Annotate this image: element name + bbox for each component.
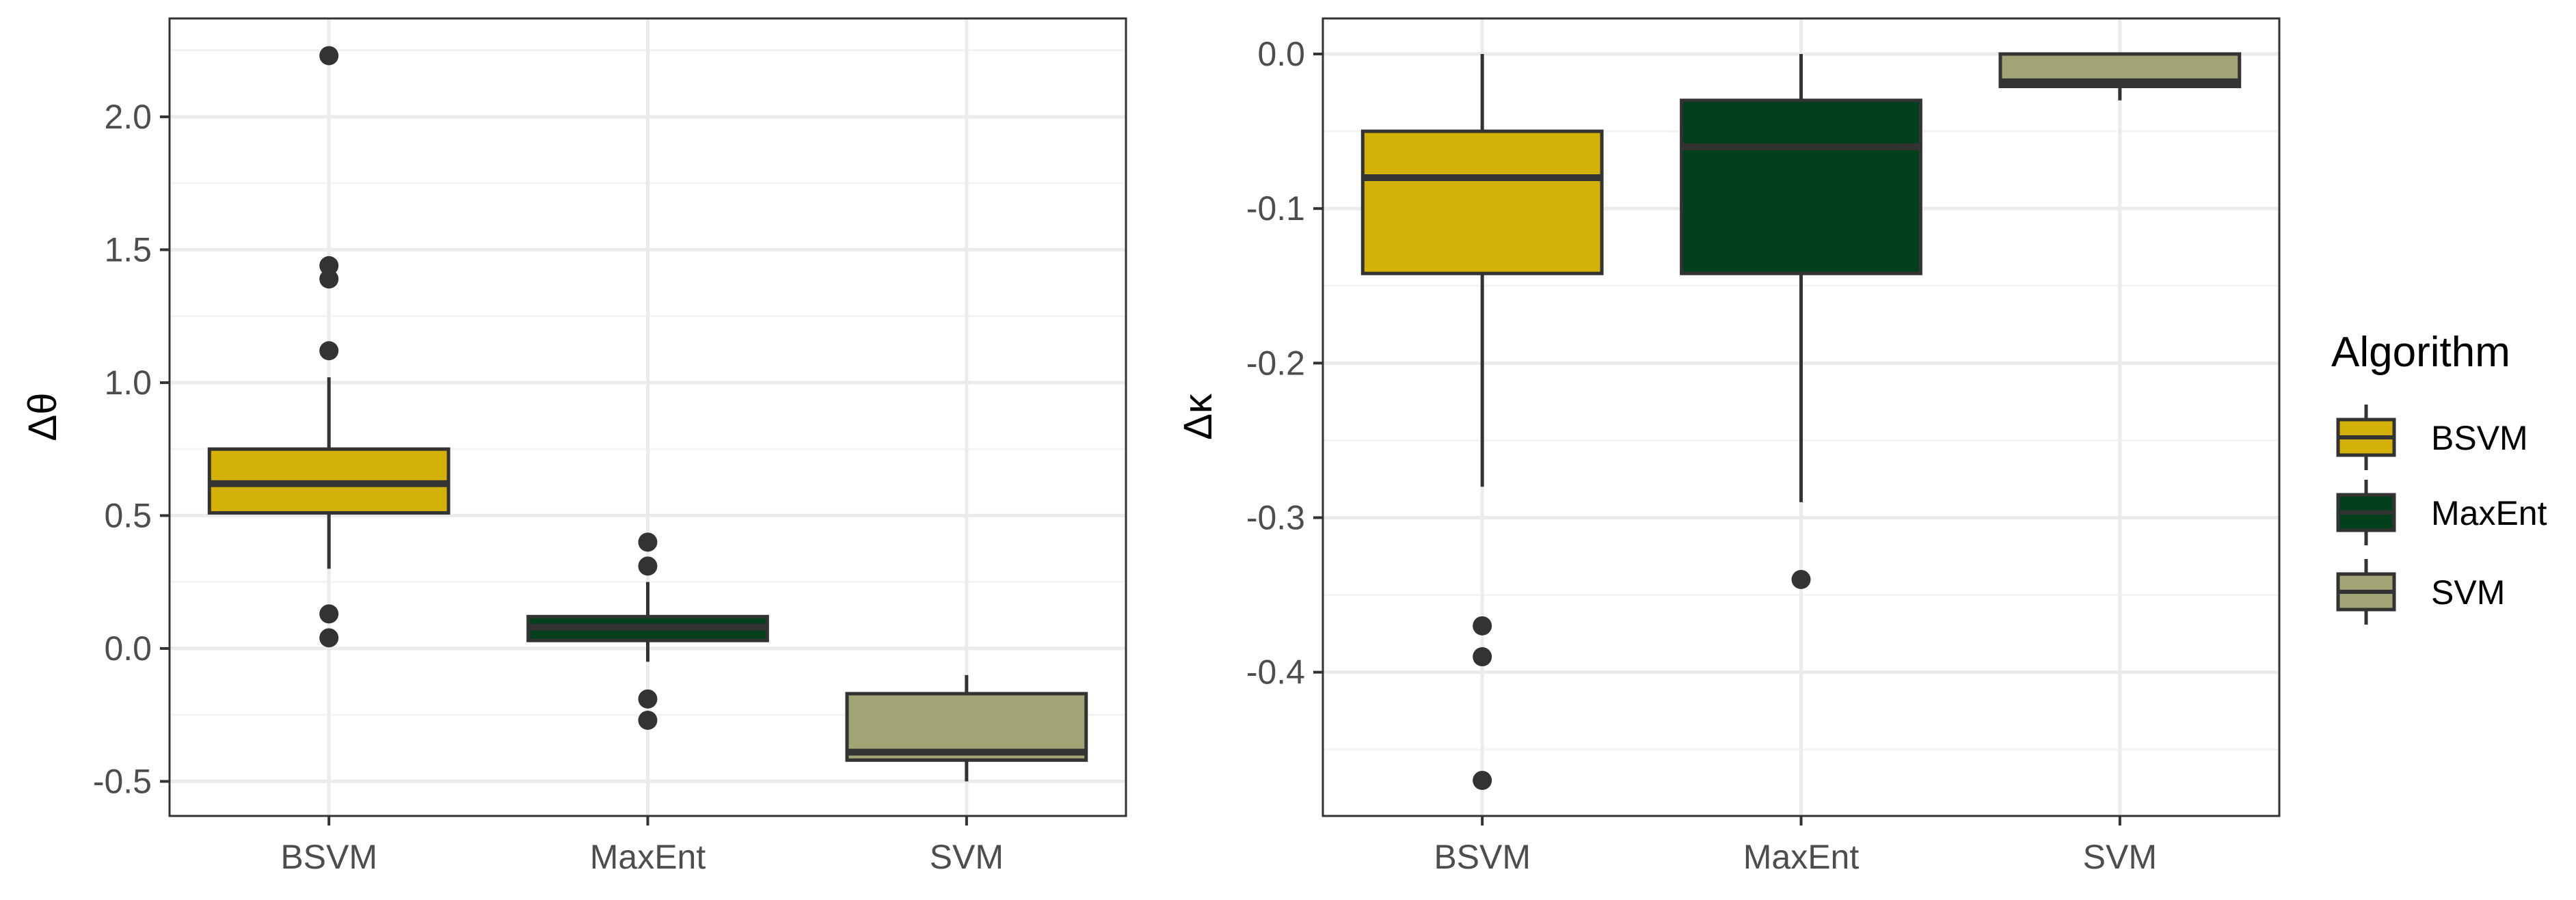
y-tick-label: -0.1 <box>1246 189 1305 228</box>
outlier-point-maxent <box>638 689 658 709</box>
outlier-point-bsvm <box>1473 647 1492 667</box>
outlier-point-bsvm <box>319 604 339 624</box>
box-group-svm <box>1998 52 2242 100</box>
box-group-bsvm <box>207 46 451 648</box>
y-tick-label: 1.0 <box>104 364 152 402</box>
box-group-svm <box>845 674 1088 782</box>
y-tick-label: 0.0 <box>1257 35 1305 73</box>
y-tick-label: -0.2 <box>1246 344 1305 382</box>
outlier-point-maxent <box>1791 569 1811 589</box>
outlier-point-bsvm <box>319 46 339 66</box>
legend: Algorithm BSVM MaxEnt SVM <box>2331 329 2547 625</box>
outlier-point-bsvm <box>319 256 339 275</box>
y-tick-label: 2.0 <box>104 98 152 136</box>
x-tick-label: SVM <box>930 838 1004 876</box>
outlier-point-bsvm <box>1473 770 1492 790</box>
outlier-point-maxent <box>638 710 658 730</box>
x-tick-label: SVM <box>2083 838 2157 876</box>
y-tick-label: -0.5 <box>93 762 152 800</box>
y-tick-label: 1.5 <box>104 230 152 269</box>
outlier-point-bsvm <box>319 269 339 289</box>
box-group-bsvm <box>1360 54 1604 790</box>
delta-kappa-boxplot-panel: Δκ -0.4 -0.3 -0.2 -0.1 0.0 BSVM MaxEnt SVM <box>1176 17 2281 876</box>
legend-label-svm: SVM <box>2431 573 2505 612</box>
x-tick-label: BSVM <box>280 838 377 876</box>
delta-theta-boxplot-panel: Δθ -0.5 0.0 0.5 1.0 1.5 2.0 BSVM MaxEnt SVM <box>21 17 1127 876</box>
legend-label-bsvm: BSVM <box>2431 419 2528 457</box>
y-tick-label: 0.5 <box>104 496 152 534</box>
outlier-point-maxent <box>638 556 658 576</box>
legend-item-maxent: MaxEnt <box>2336 480 2547 545</box>
outlier-point-bsvm <box>319 628 339 648</box>
y-axis-title-delta-kappa: Δκ <box>1176 393 1220 440</box>
box-group-maxent <box>526 532 769 730</box>
outlier-point-maxent <box>638 532 658 552</box>
x-tick-label: BSVM <box>1434 838 1531 876</box>
legend-title: Algorithm <box>2331 329 2510 376</box>
box-group-maxent <box>1680 54 1922 589</box>
x-tick-label: MaxEnt <box>1743 838 1860 876</box>
y-axis-title-delta-theta: Δθ <box>21 393 65 441</box>
x-tick-label: MaxEnt <box>590 838 706 876</box>
legend-item-bsvm: BSVM <box>2336 405 2528 470</box>
legend-item-svm: SVM <box>2336 559 2505 625</box>
y-tick-label: -0.4 <box>1246 653 1305 692</box>
box-maxent <box>1680 98 1922 275</box>
outlier-point-bsvm <box>319 341 339 361</box>
y-tick-label: 0.0 <box>104 629 152 668</box>
outlier-point-bsvm <box>1473 616 1492 636</box>
box-bsvm <box>1360 129 1604 275</box>
legend-label-maxent: MaxEnt <box>2431 494 2547 532</box>
y-tick-label: -0.3 <box>1246 499 1305 537</box>
